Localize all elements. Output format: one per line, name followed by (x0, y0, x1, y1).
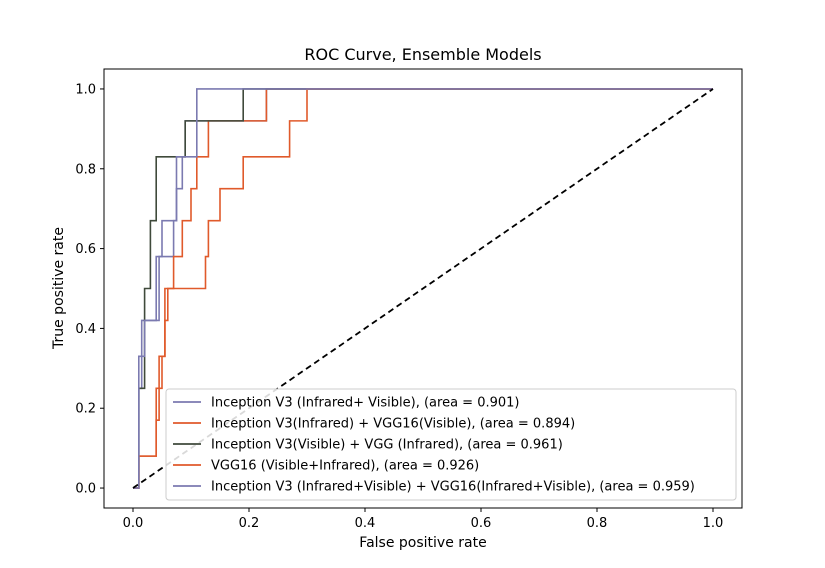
x-ticks: 0.0 0.2 0.4 0.6 0.8 1.0 (123, 508, 724, 531)
x-tick-label: 1.0 (703, 516, 724, 531)
legend-box (165, 388, 737, 501)
y-tick-label: 0.0 (75, 482, 96, 497)
legend-label-3: Inception V3(Visible) + VGG (Infrared), … (211, 438, 563, 453)
x-tick-label: 0.6 (471, 516, 492, 531)
plot-area: 0.0 0.2 0.4 0.6 0.8 1.0 0.0 0.2 0.4 0.6 0.8 1.0 (75, 68, 743, 531)
legend-items: Inception V3 (Infrared+ Visible), (area … (173, 396, 695, 495)
x-tick-label: 0.4 (355, 516, 376, 531)
series-layer (132, 88, 714, 489)
y-axis-label: True positive rate (51, 227, 67, 350)
x-axis-label: False positive rate (359, 535, 486, 551)
legend-label-4: VGG16 (Visible+Infrared), (area = 0.926) (211, 459, 479, 474)
legend-label-5: Inception V3 (Infrared+Visible) + VGG16(… (211, 480, 695, 495)
legend-label-2: Inception V3(Infrared) + VGG16(Visible),… (211, 417, 575, 432)
chance-reference-line (132, 88, 714, 489)
legend: Inception V3 (Infrared+ Visible), (area … (165, 388, 737, 501)
series-line-5 (133, 88, 713, 489)
legend-label-1: Inception V3 (Infrared+ Visible), (area … (211, 396, 519, 411)
series-line-4 (133, 88, 713, 489)
y-tick-label: 0.8 (75, 162, 96, 177)
y-tick-label: 1.0 (75, 82, 96, 97)
x-tick-label: 0.8 (587, 516, 608, 531)
y-tick-label: 0.4 (75, 322, 96, 337)
series-line-3 (133, 88, 713, 489)
y-tick-label: 0.6 (75, 242, 96, 257)
chart-title: ROC Curve, Ensemble Models (304, 45, 541, 64)
y-ticks: 0.0 0.2 0.4 0.6 0.8 1.0 (75, 82, 104, 497)
plot-frame (103, 68, 743, 509)
y-tick-label: 0.2 (75, 402, 96, 417)
x-tick-label: 0.2 (239, 516, 260, 531)
x-tick-label: 0.0 (123, 516, 144, 531)
